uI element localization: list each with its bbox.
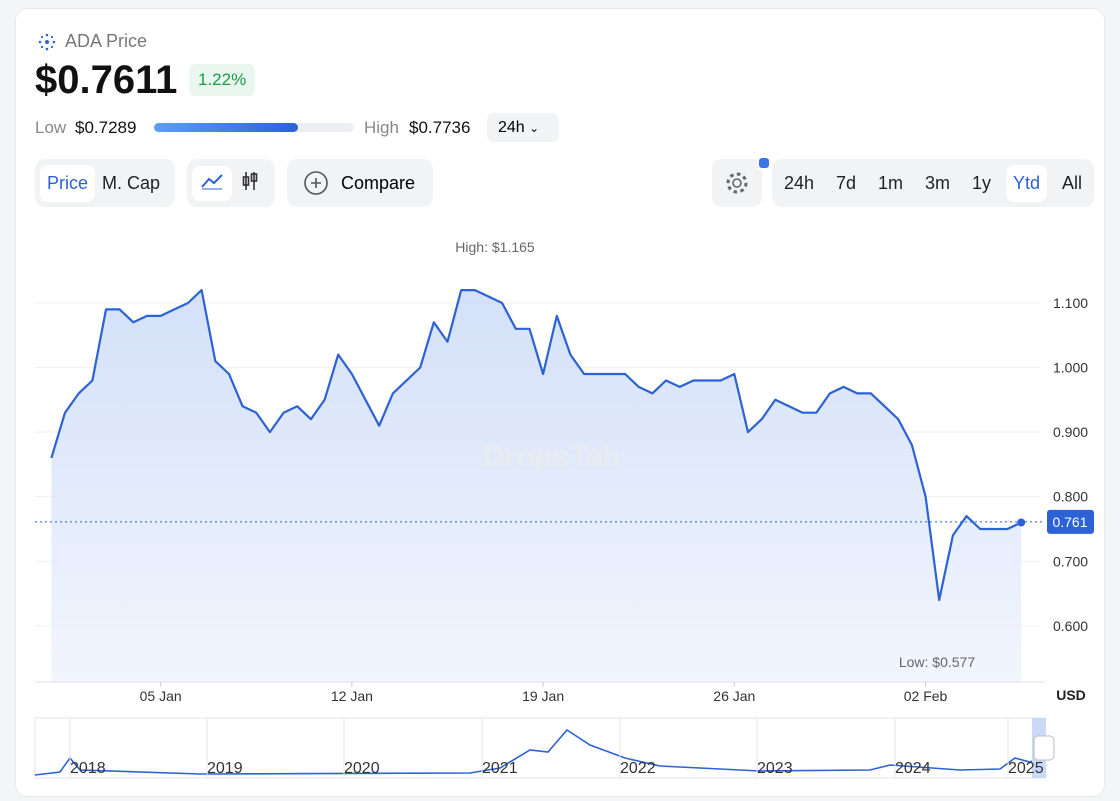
settings-dot <box>757 156 771 170</box>
range-text: 24h <box>498 119 525 136</box>
metric-tab[interactable]: M. Cap <box>102 172 161 193</box>
compare-button[interactable]: Compare <box>287 159 433 207</box>
price: $0.7611 <box>35 58 178 102</box>
period-tab[interactable]: 24h <box>784 172 815 193</box>
range-select[interactable]: 24h ⌄ <box>487 113 559 142</box>
low-label: Low <box>35 118 67 137</box>
period-tab[interactable]: 7d <box>836 172 857 193</box>
range-track <box>154 123 354 132</box>
metric-tab[interactable]: Price <box>40 164 96 202</box>
range-fill <box>154 123 298 132</box>
low-value: $0.7289 <box>75 118 137 137</box>
period-tab[interactable]: 1m <box>878 172 904 193</box>
period-tabs: 24h 7d 1m 3m 1y Ytd All <box>772 159 1094 207</box>
chevron: ⌄ <box>529 121 540 135</box>
asset-name: ADA Price <box>65 31 148 51</box>
change: 1.22% <box>189 64 256 96</box>
settings-button[interactable] <box>712 159 762 207</box>
period-tab[interactable]: 1y <box>971 172 991 193</box>
gear-icon <box>726 172 748 194</box>
metric-tabs: Price M. Cap <box>35 159 175 207</box>
chart-type-tabs <box>187 159 275 207</box>
line-type[interactable] <box>192 165 232 201</box>
high-value: $0.7736 <box>409 118 471 137</box>
ada-icon <box>38 33 56 51</box>
period-tab[interactable]: All <box>1061 172 1082 193</box>
period-tab[interactable]: 3m <box>925 172 951 193</box>
plus-icon <box>304 171 328 195</box>
compare-text: Compare <box>341 172 416 193</box>
high-label: High <box>364 118 399 137</box>
period-tab[interactable]: Ytd <box>1005 164 1047 202</box>
candle-type[interactable] <box>232 165 268 202</box>
